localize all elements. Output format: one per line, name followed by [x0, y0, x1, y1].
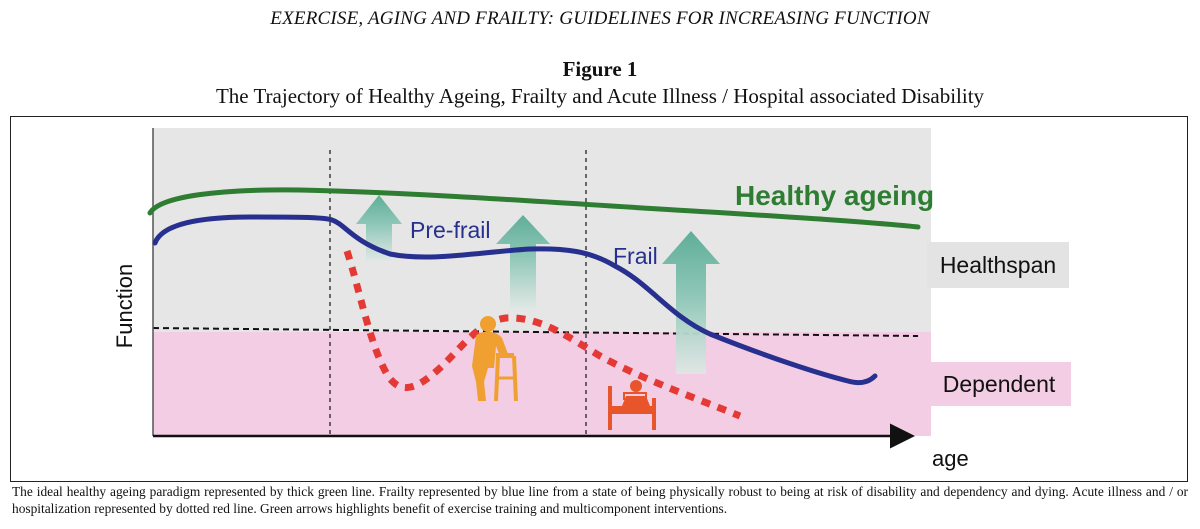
walker-person-icon [472, 316, 518, 402]
hospital-bed-icon [608, 380, 656, 430]
disability-threshold [152, 327, 919, 337]
figure-title: The Trajectory of Healthy Ageing, Frailt… [215, 84, 985, 108]
pre-frail-label: Pre-frail [410, 217, 491, 243]
x-axis-label: age [932, 446, 969, 471]
frail-label: Frail [613, 243, 658, 269]
dependent-box [927, 362, 1071, 406]
healthspan-zone [153, 128, 931, 332]
benefit-arrow-2 [496, 215, 550, 309]
figure-caption: The ideal healthy ageing paradigm repres… [12, 484, 1188, 516]
frailty-line [152, 214, 878, 386]
figure-label: Figure 1 [562, 57, 638, 81]
trajectory-diagram: Healthy ageing Pre-frail Frail Healthspa… [112, 128, 1071, 471]
dependent-zone [153, 332, 931, 436]
dependent-label: Dependent [943, 371, 1056, 397]
healthspan-box [927, 242, 1069, 288]
healthspan-label: Healthspan [940, 252, 1056, 278]
healthy-ageing-line [147, 187, 921, 230]
y-axis-label: Function [112, 264, 137, 348]
benefit-arrow-3 [662, 231, 720, 374]
healthy-ageing-label: Healthy ageing [735, 180, 934, 211]
figure-frame [10, 116, 1188, 482]
running-head: EXERCISE, AGING AND FRAILTY: GUIDELINES … [270, 8, 930, 29]
acute-illness-line [343, 249, 742, 420]
